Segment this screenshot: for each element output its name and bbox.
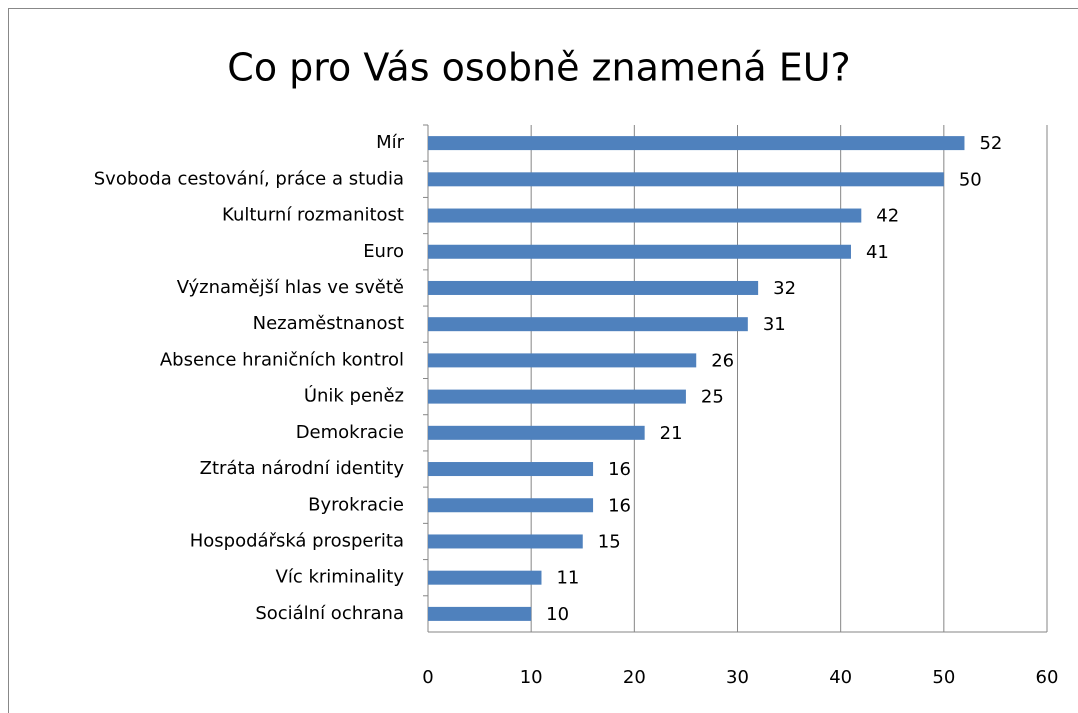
bar [428, 570, 542, 585]
bar [428, 389, 686, 404]
value-label: 32 [773, 278, 796, 299]
y-tick-label: Mír [376, 132, 405, 153]
value-label: 25 [701, 387, 724, 408]
value-label: 15 [598, 531, 621, 552]
bar [428, 353, 697, 368]
bar [428, 136, 965, 151]
bar [428, 606, 532, 621]
y-tick-label: Kulturní rozmanitost [222, 205, 404, 226]
y-tick-label: Sociální ochrana [255, 603, 404, 624]
x-tick-label: 10 [520, 667, 543, 688]
y-tick-label: Euro [363, 241, 404, 262]
value-label: 10 [546, 604, 569, 625]
bar [428, 534, 583, 549]
value-label: 42 [876, 206, 899, 227]
x-tick-label: 40 [829, 667, 852, 688]
value-label: 52 [979, 133, 1002, 154]
value-label: 16 [608, 495, 631, 516]
y-tick-label: Hospodářská prosperita [190, 530, 404, 551]
bar [428, 244, 851, 259]
x-tick-label: 20 [623, 667, 646, 688]
chart-border [8, 8, 1078, 713]
y-tick-label: Absence hraničních kontrol [160, 349, 404, 370]
y-tick-label: Ztráta národní identity [200, 458, 405, 479]
y-tick-label: Únik peněz [304, 385, 404, 407]
y-tick-label: Svoboda cestování, práce a studia [94, 168, 404, 189]
x-tick-label: 50 [932, 667, 955, 688]
value-label: 31 [763, 314, 786, 335]
value-label: 11 [556, 568, 579, 589]
y-tick-label: Významější hlas ve světě [177, 277, 404, 298]
bar [428, 280, 759, 295]
bar [428, 317, 748, 332]
y-tick-label: Demokracie [296, 422, 404, 443]
x-tick-label: 0 [422, 667, 433, 688]
bar [428, 172, 944, 187]
value-label: 41 [866, 242, 889, 263]
value-label: 50 [959, 169, 982, 190]
value-label: 16 [608, 459, 631, 480]
y-tick-label: Nezaměstnanost [253, 313, 404, 334]
bar [428, 498, 594, 513]
y-tick-label: Byrokracie [308, 494, 404, 515]
value-label: 21 [660, 423, 683, 444]
value-label: 26 [711, 350, 734, 371]
bar [428, 462, 594, 477]
chart-title: Co pro Vás osobně znamená EU? [227, 46, 850, 90]
y-tick-label: Víc kriminality [276, 567, 405, 588]
bar [428, 208, 862, 223]
bar [428, 425, 645, 440]
x-tick-label: 60 [1036, 667, 1059, 688]
x-tick-label: 30 [726, 667, 749, 688]
